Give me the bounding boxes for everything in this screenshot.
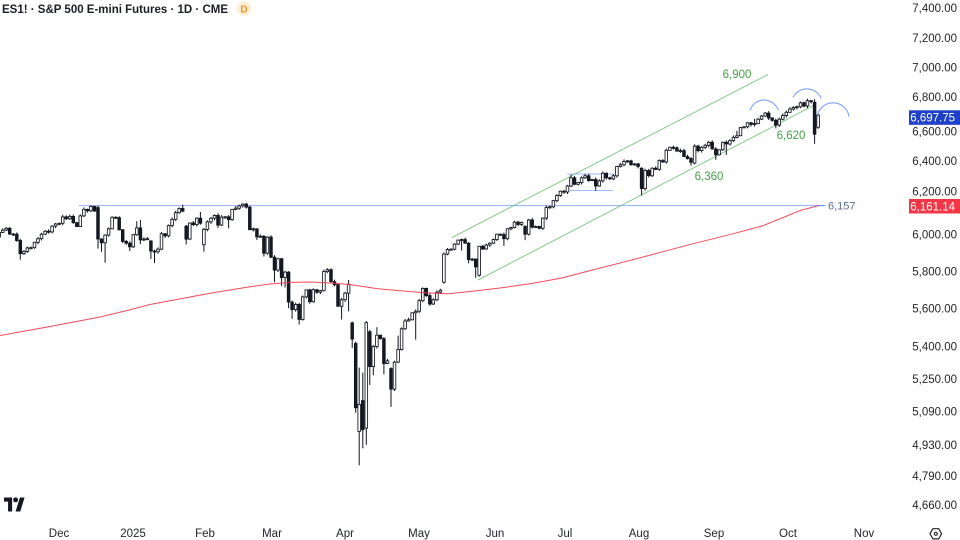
svg-text:7,200.00: 7,200.00 (912, 33, 957, 45)
svg-text:Jun: Jun (486, 528, 505, 540)
svg-text:2025: 2025 (120, 528, 146, 540)
svg-text:Oct: Oct (779, 528, 798, 540)
svg-text:5,090.00: 5,090.00 (912, 406, 957, 418)
svg-text:6,157: 6,157 (828, 201, 856, 213)
svg-text:6,000.00: 6,000.00 (912, 230, 957, 242)
svg-text:6,800.00: 6,800.00 (912, 92, 957, 104)
svg-text:Nov: Nov (854, 528, 875, 540)
svg-text:5,400.00: 5,400.00 (912, 342, 957, 354)
svg-text:Sep: Sep (704, 528, 724, 540)
svg-text:May: May (408, 528, 430, 540)
svg-text:4,790.00: 4,790.00 (912, 471, 957, 483)
svg-text:4,660.00: 4,660.00 (912, 500, 957, 512)
svg-text:Jul: Jul (558, 528, 573, 540)
svg-text:6,620: 6,620 (777, 130, 806, 142)
svg-text:6,900: 6,900 (723, 69, 752, 81)
svg-text:6,400.00: 6,400.00 (912, 156, 957, 168)
svg-text:7,400.00: 7,400.00 (912, 3, 957, 15)
svg-text:4,930.00: 4,930.00 (912, 440, 957, 452)
svg-text:D: D (240, 4, 247, 15)
svg-text:6,360: 6,360 (695, 171, 724, 183)
svg-text:5,800.00: 5,800.00 (912, 267, 957, 279)
svg-text:Dec: Dec (49, 528, 70, 540)
svg-text:6,200.00: 6,200.00 (912, 187, 957, 199)
svg-text:Feb: Feb (195, 528, 215, 540)
svg-text:7,000.00: 7,000.00 (912, 63, 957, 75)
svg-text:Apr: Apr (336, 528, 354, 540)
svg-text:Aug: Aug (629, 528, 649, 540)
svg-text:6,161.14: 6,161.14 (910, 201, 955, 213)
svg-text:5,600.00: 5,600.00 (912, 303, 957, 315)
svg-text:ES1! · S&P 500 E-mini Futures: ES1! · S&P 500 E-mini Futures · 1D · CME (2, 4, 228, 16)
svg-text:5,250.00: 5,250.00 (912, 374, 957, 386)
svg-text:6,697.75: 6,697.75 (910, 113, 955, 125)
svg-text:Mar: Mar (262, 528, 282, 540)
svg-text:6,600.00: 6,600.00 (912, 127, 957, 139)
